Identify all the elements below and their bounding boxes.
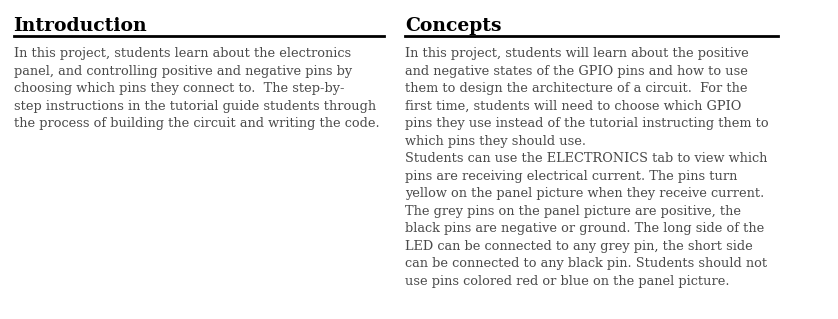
Text: In this project, students learn about the electronics
panel, and controlling pos: In this project, students learn about th… (13, 47, 379, 130)
Text: Introduction: Introduction (13, 17, 147, 35)
Text: Concepts: Concepts (405, 17, 502, 35)
Text: In this project, students will learn about the positive
and negative states of t: In this project, students will learn abo… (405, 47, 768, 288)
